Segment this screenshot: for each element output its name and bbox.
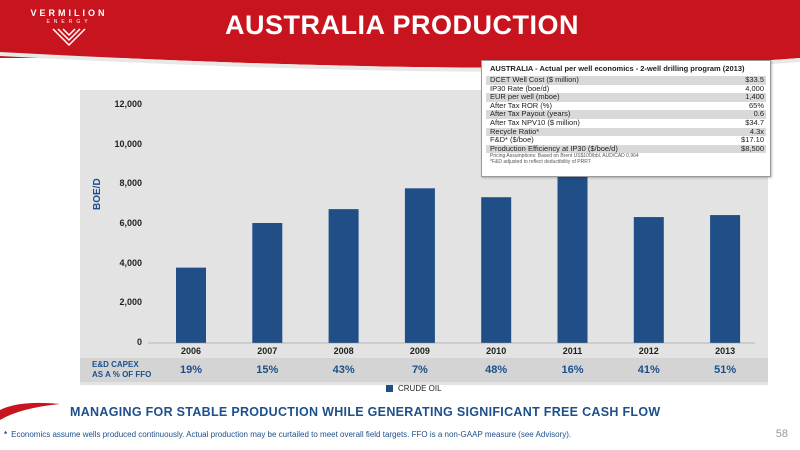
x-tick-label: 2013 — [715, 346, 735, 356]
bar-2009 — [404, 188, 435, 343]
table-row-label: After Tax Payout (years) — [490, 109, 571, 119]
legend-label: CRUDE OIL — [398, 384, 442, 393]
x-tick-label: 2010 — [486, 346, 506, 356]
table-row-label: F&D* ($/boe) — [490, 135, 534, 145]
capex-value: 7% — [411, 364, 428, 376]
page-title: AUSTRALIA PRODUCTION — [225, 10, 579, 40]
capex-value: 15% — [256, 364, 279, 376]
table-row: After Tax Payout (years) 0.6 — [486, 110, 766, 119]
table-row-label: EUR per well (mboe) — [490, 92, 560, 102]
capex-value: 43% — [332, 364, 355, 376]
table-row-value: $8,500 — [741, 143, 764, 153]
economics-table: AUSTRALIA - Actual per well economics - … — [481, 60, 771, 177]
capex-label: E&D CAPEX AS A % OF FFO — [92, 360, 151, 380]
table-note-fd: *F&D adjusted to reflect deductibility o… — [490, 159, 591, 166]
table-row-label: Production Efficiency at IP30 ($/boe/d) — [490, 143, 618, 153]
table-row: DCET Well Cost ($ million) $33.5 — [486, 75, 766, 85]
y-tick-label: 0 — [136, 337, 142, 347]
bar-2008 — [328, 209, 359, 343]
logo-mark-icon — [52, 28, 86, 47]
table-row: EUR per well (mboe) 1,400 — [486, 93, 766, 102]
footnote: * Economics assume wells produced continu… — [4, 430, 571, 439]
capex-value: 19% — [179, 364, 203, 376]
x-tick-label: 2011 — [563, 346, 583, 356]
table-row-label: After Tax NPV10 ($ million) — [490, 117, 580, 127]
company-logo: VERMILION ENERGY — [14, 8, 124, 54]
footnote-text: Economics assume wells produced continuo… — [11, 430, 572, 439]
table-row: IP30 Rate (boe/d) 4,000 — [486, 83, 766, 94]
logo-name: VERMILION — [30, 8, 108, 18]
capex-value: 41% — [637, 364, 660, 376]
x-tick-label: 2007 — [257, 346, 277, 356]
logo-subtitle: ENERGY — [46, 19, 92, 25]
table-row: Production Efficiency at IP30 ($/boe/d) $… — [486, 143, 766, 154]
table-row: After Tax ROR (%) 65% — [486, 100, 766, 111]
bar-2010 — [481, 197, 512, 343]
table-row-label: After Tax ROR (%) — [490, 100, 552, 110]
table-row-value: 4,000 — [745, 83, 764, 93]
table-row-label: DCET Well Cost ($ million) — [490, 75, 579, 84]
capex-value: 51% — [714, 364, 737, 376]
x-tick-label: 2009 — [410, 346, 430, 356]
table-row: Recycle Ratio* 4.3x — [486, 126, 766, 137]
table-row-value: $17.10 — [741, 135, 764, 145]
slide-subtitle: MANAGING FOR STABLE PRODUCTION WHILE GEN… — [70, 405, 661, 419]
y-tick-label: 6,000 — [119, 218, 142, 228]
chart-legend: CRUDE OIL — [386, 384, 442, 393]
bar-2013 — [710, 215, 741, 343]
y-tick-label: 10,000 — [114, 138, 142, 149]
table-row: F&D* ($/boe) $17.10 — [486, 136, 766, 145]
capex-value: 16% — [561, 364, 584, 376]
table-row-label: Recycle Ratio* — [490, 126, 540, 136]
y-tick-label: 8,000 — [119, 178, 142, 189]
x-tick-label: 2006 — [181, 346, 201, 356]
y-tick-label: 2,000 — [119, 297, 142, 308]
capex-label-line1: E&D CAPEX — [92, 360, 139, 369]
table-row-value: $34.7 — [745, 117, 764, 127]
table-title: AUSTRALIA - Actual per well economics - … — [490, 64, 745, 73]
y-tick-label: 4,000 — [119, 257, 142, 268]
table-row-value: $33.5 — [745, 75, 764, 84]
footnote-bullet: * — [4, 430, 8, 439]
capex-label-line2: AS A % OF FFO — [92, 370, 152, 379]
table-row-value: 4.3x — [749, 126, 764, 136]
legend-swatch — [386, 385, 393, 393]
table-row-label: IP30 Rate (boe/d) — [490, 83, 550, 93]
capex-band — [80, 358, 768, 382]
capex-value: 48% — [485, 364, 508, 376]
x-tick-label: 2008 — [334, 346, 354, 356]
x-tick-label: 2012 — [639, 346, 659, 356]
bar-2007 — [252, 223, 283, 343]
table-row-value: 65% — [748, 100, 764, 110]
table-note-pricing: Pricing Assumptions: Based on Brent US$1… — [490, 153, 639, 160]
bottom-swoosh — [0, 402, 60, 420]
bar-2012 — [633, 217, 664, 343]
table-row-value: 1,400 — [745, 92, 764, 102]
table-row: After Tax NPV10 ($ million) $34.7 — [486, 117, 766, 128]
y-tick-label: 12,000 — [114, 99, 142, 109]
bar-2011 — [557, 172, 588, 343]
page-number: 58 — [775, 428, 788, 440]
table-row-value: 0.6 — [753, 109, 764, 119]
bar-2006 — [176, 267, 206, 343]
